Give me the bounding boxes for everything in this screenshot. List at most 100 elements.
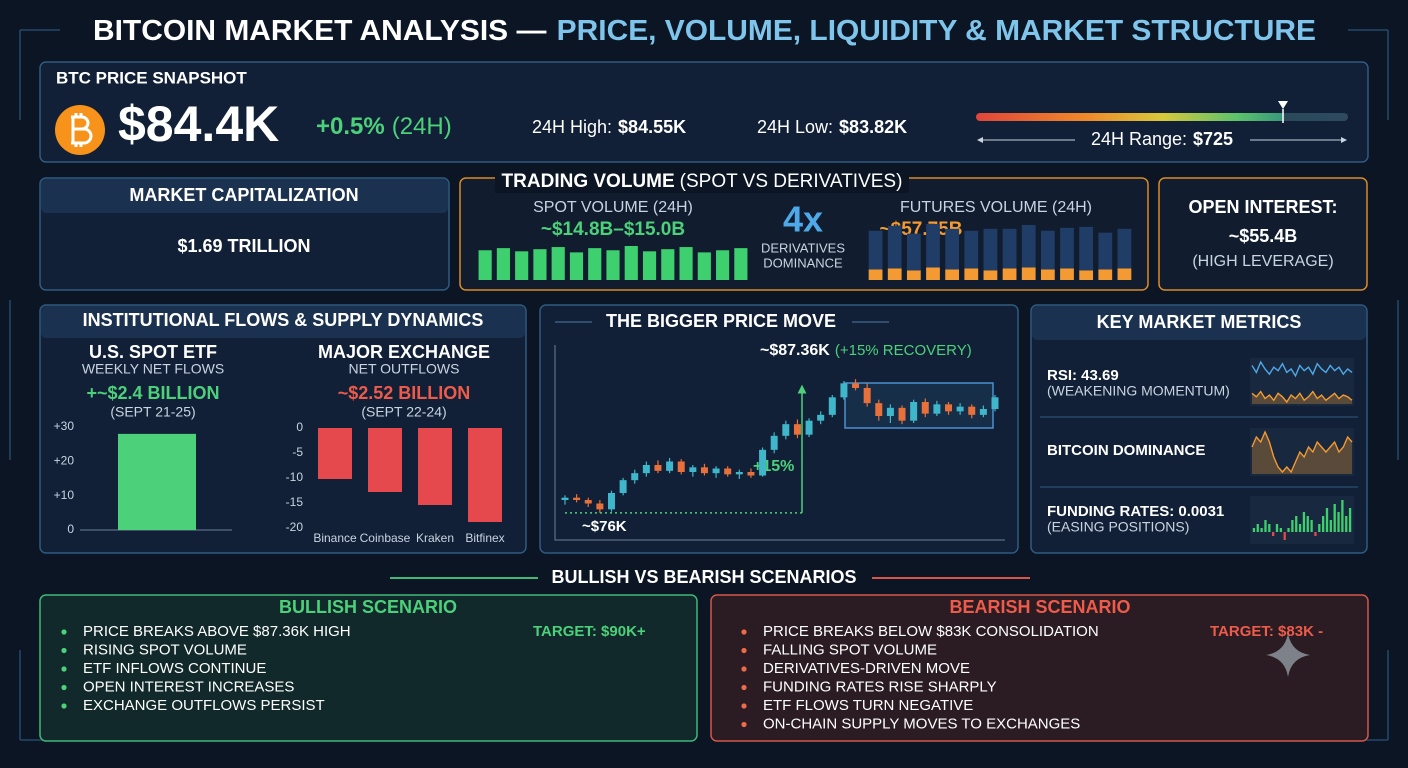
- bar: [697, 252, 711, 280]
- btc-price: $84.4K: [118, 96, 279, 152]
- bar: [868, 230, 883, 270]
- volume-title-main: TRADING VOLUME: [502, 171, 675, 192]
- bar: [1079, 270, 1094, 280]
- market-cap-label: MARKET CAPITALIZATION: [129, 185, 358, 205]
- bar: [1264, 520, 1267, 532]
- line: [1251, 390, 1353, 404]
- bar: [478, 250, 492, 280]
- frame-decor: [9, 29, 1399, 741]
- bar: [1268, 524, 1271, 532]
- bullish-title: BULLISH SCENARIO: [279, 597, 457, 617]
- y-tick-label: +30: [54, 419, 75, 433]
- high-24h: 24H High: $84.55K: [532, 117, 686, 137]
- bar: [1117, 268, 1132, 280]
- bar: [1306, 516, 1309, 532]
- bearish-target: TARGET: $83K -: [1210, 623, 1323, 640]
- bar: [1322, 516, 1325, 532]
- scenario-item: PRICE BREAKS ABOVE $87.36K HIGH: [83, 623, 351, 640]
- bar: [906, 270, 921, 280]
- oi-note: (HIGH LEVERAGE): [1192, 253, 1333, 270]
- bullet: [741, 629, 747, 635]
- candle-body: [654, 465, 662, 471]
- y-tick-label: +10: [54, 488, 75, 502]
- bar: [1287, 528, 1290, 532]
- snapshot-label: BTC PRICE SNAPSHOT: [56, 68, 247, 87]
- price-move-title: THE BIGGER PRICE MOVE: [606, 311, 836, 331]
- range-gauge: [976, 113, 1348, 121]
- bar: [964, 268, 979, 280]
- bar: [533, 249, 547, 280]
- bar: [1060, 268, 1074, 280]
- scenario-item: ETF INFLOWS CONTINUE: [83, 660, 266, 677]
- scenario-item: RISING SPOT VOLUME: [83, 641, 247, 658]
- bar: [569, 252, 584, 280]
- bitcoin-glyph: [71, 113, 93, 147]
- exchange-title: MAJOR EXCHANGE: [318, 342, 490, 362]
- high-value: $84.55K: [618, 117, 686, 137]
- candle-body: [561, 497, 569, 500]
- bar: [1310, 520, 1313, 532]
- candle-body: [875, 403, 883, 416]
- change-value: +0.5%: [316, 113, 385, 140]
- bar: [515, 251, 529, 280]
- bullet: [741, 721, 747, 728]
- x-tick-label: Bitfinex: [465, 531, 504, 545]
- y-tick-label: 0: [67, 522, 74, 536]
- market-cap-value: $1.69 TRILLION: [177, 236, 310, 256]
- etf-subtitle: WEEKLY NET FLOWS: [82, 361, 224, 377]
- oi-label: OPEN INTEREST:: [1188, 197, 1337, 217]
- candle-body: [712, 468, 720, 474]
- candle-body: [666, 461, 674, 471]
- bar: [1272, 532, 1275, 536]
- metric-note: (WEAKENING MOMENTUM): [1047, 383, 1230, 399]
- scenario-item: PRICE BREAKS BELOW $83K CONSOLIDATION: [763, 623, 1099, 640]
- bar: [1345, 516, 1348, 532]
- bar: [606, 250, 620, 280]
- candle-body: [921, 402, 929, 414]
- title-highlight: PRICE, VOLUME, LIQUIDITY & MARKET STRUCT…: [557, 15, 1316, 47]
- exchange-period: (SEPT 22-24): [361, 404, 446, 420]
- bar: [551, 247, 565, 280]
- bar: [1117, 228, 1132, 269]
- x-tick-label: Binance: [313, 531, 357, 545]
- page-title: BITCOIN MARKET ANALYSIS — PRICE, VOLUME, …: [93, 15, 1316, 47]
- bullet: [61, 684, 67, 691]
- line: [1251, 430, 1353, 474]
- candle-body: [759, 449, 767, 476]
- etf-title: U.S. SPOT ETF: [89, 342, 217, 362]
- y-tick-label: -15: [286, 495, 304, 509]
- bar: [1341, 500, 1344, 532]
- etf-period: (SEPT 21-25): [110, 404, 195, 420]
- bullet: [741, 703, 747, 709]
- metric-label: RSI: 43.69: [1047, 367, 1119, 384]
- candle-body: [770, 435, 778, 450]
- bar: [496, 248, 510, 280]
- x-tick-label: Kraken: [416, 531, 454, 545]
- y-tick-label: -20: [286, 520, 304, 534]
- candle-body: [852, 383, 860, 388]
- y-tick-label: -10: [286, 470, 304, 484]
- bar: [318, 428, 352, 479]
- y-tick-label: +20: [54, 454, 75, 468]
- bar: [368, 428, 402, 492]
- candle-body: [968, 406, 976, 415]
- change-period: (24H): [392, 113, 452, 140]
- panel-header: [41, 179, 448, 213]
- bullet: [61, 703, 67, 709]
- bar: [1252, 528, 1256, 532]
- candle-body: [991, 397, 999, 409]
- candle-body: [933, 404, 941, 414]
- bar: [118, 433, 196, 530]
- panel-header: [1032, 306, 1366, 340]
- bullet: [61, 666, 67, 672]
- candle-body: [724, 468, 732, 475]
- candle-body: [979, 409, 987, 415]
- bar: [887, 268, 902, 280]
- bar: [468, 428, 502, 522]
- bar: [1002, 228, 1017, 269]
- bar: [1002, 268, 1017, 280]
- recovery: (+15% RECOVERY): [835, 342, 972, 359]
- flows-title: INSTITUTIONAL FLOWS & SUPPLY DYNAMICS: [83, 310, 484, 330]
